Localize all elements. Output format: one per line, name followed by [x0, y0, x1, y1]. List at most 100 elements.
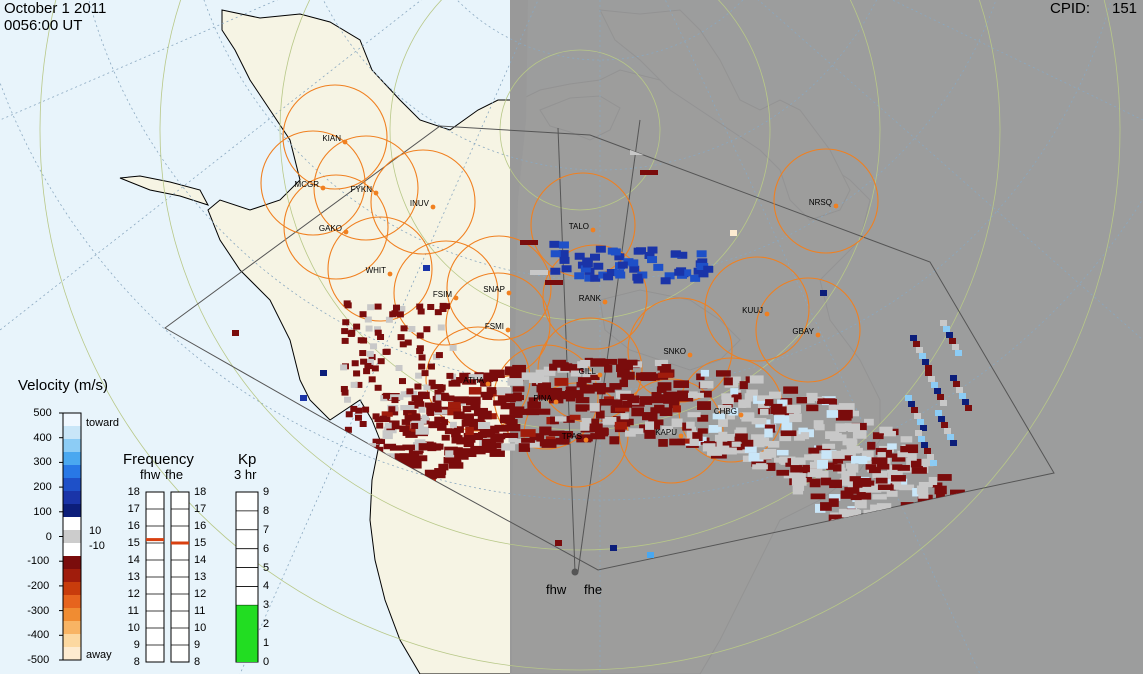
velocity-cell — [575, 404, 588, 412]
velocity-cell — [453, 396, 469, 404]
velocity-cell — [437, 386, 445, 393]
velocity-cell — [828, 514, 844, 522]
kp-tick-label: 5 — [263, 561, 270, 574]
velocity-cell — [698, 262, 709, 270]
velocity-cell — [480, 377, 492, 387]
velocity-cell — [829, 432, 842, 442]
velocity-cell — [506, 424, 521, 432]
station-marker — [342, 139, 348, 145]
velocity-cell — [742, 455, 751, 462]
velocity-cell — [406, 388, 414, 395]
velocity-cell — [512, 364, 526, 374]
velocity-cell — [700, 369, 709, 377]
velocity-cell — [521, 437, 535, 443]
frequency-tick-label-a: 13 — [127, 571, 140, 583]
velocity-cell — [371, 365, 379, 372]
station-marker — [602, 299, 608, 305]
velocity-cell — [433, 443, 444, 450]
velocity-threshold-neg: -10 — [89, 540, 105, 552]
velocity-cell — [559, 256, 570, 264]
velocity-cell — [364, 316, 372, 323]
velocity-cell — [700, 380, 714, 389]
velocity-cell — [348, 329, 356, 336]
velocity-cell — [920, 425, 927, 431]
velocity-cell — [513, 395, 524, 401]
velocity-cell — [677, 395, 694, 402]
station-label-kapu: KAPU — [655, 428, 677, 437]
velocity-cell — [751, 417, 767, 425]
velocity-away-label: away — [86, 649, 112, 661]
velocity-cell — [793, 433, 805, 441]
velocity-cell — [520, 240, 538, 245]
velocity-color-step — [63, 634, 81, 648]
velocity-cell — [657, 372, 674, 378]
velocity-cell — [845, 463, 856, 469]
velocity-cell — [952, 344, 959, 350]
station-coverage-circle — [493, 344, 599, 450]
velocity-cell — [759, 408, 769, 416]
velocity-cell — [520, 429, 536, 437]
velocity-cell — [671, 418, 683, 428]
velocity-cell — [839, 478, 854, 486]
velocity-cell — [362, 406, 370, 413]
radar-site-a-label: fhw — [546, 582, 567, 597]
velocity-cell — [529, 441, 540, 448]
velocity-cell — [550, 416, 559, 425]
velocity-cell — [526, 408, 540, 416]
velocity-cell — [408, 325, 416, 332]
velocity-cell — [773, 457, 785, 463]
velocity-cell — [937, 474, 952, 481]
velocity-color-step — [63, 530, 81, 544]
velocity-cell — [887, 443, 897, 450]
velocity-cell — [400, 391, 408, 398]
velocity-cell — [886, 490, 898, 497]
velocity-tick-label: -300 — [27, 604, 50, 617]
velocity-cell — [590, 433, 606, 440]
frequency-col-a: fhw — [140, 467, 161, 482]
kp-tick-label: 9 — [263, 486, 270, 498]
velocity-cell — [351, 360, 359, 367]
station-marker — [506, 290, 512, 296]
velocity-cell — [372, 438, 386, 445]
velocity-cell — [746, 389, 758, 398]
velocity-cell — [781, 422, 793, 432]
velocity-cell — [434, 400, 442, 407]
velocity-color-step — [63, 569, 81, 583]
velocity-cell — [629, 428, 644, 435]
velocity-cell — [528, 397, 538, 404]
velocity-cell — [647, 256, 658, 264]
velocity-cell — [924, 448, 931, 454]
velocity-cell — [922, 459, 934, 467]
frequency-tick-label-b: 12 — [194, 588, 207, 600]
velocity-cell — [582, 260, 593, 268]
velocity-cell — [674, 268, 685, 276]
velocity-cell — [481, 373, 494, 382]
velocity-cell — [398, 378, 406, 385]
velocity-cell — [365, 325, 373, 332]
velocity-tick-label: -500 — [27, 654, 50, 666]
velocity-cell — [391, 397, 399, 404]
velocity-cell — [377, 358, 385, 365]
velocity-cell — [955, 350, 962, 356]
velocity-cell — [735, 427, 747, 435]
velocity-cell — [599, 399, 615, 406]
velocity-cell — [446, 372, 454, 379]
velocity-cell — [449, 456, 462, 463]
velocity-tick-label: 0 — [45, 530, 52, 543]
velocity-cell — [399, 453, 416, 462]
velocity-cell — [580, 265, 591, 273]
velocity-cell — [353, 370, 361, 377]
velocity-cell — [550, 250, 561, 258]
velocity-cell — [518, 443, 531, 452]
velocity-cell — [804, 454, 813, 461]
velocity-cell — [543, 368, 556, 376]
velocity-cell — [427, 303, 435, 310]
velocity-cell — [418, 406, 426, 413]
velocity-cell — [619, 379, 629, 388]
velocity-cell — [434, 406, 442, 413]
velocity-cell — [644, 252, 655, 260]
velocity-cell — [489, 448, 505, 457]
velocity-cell — [748, 452, 764, 462]
velocity-cell — [850, 494, 862, 501]
velocity-cell — [614, 421, 627, 430]
